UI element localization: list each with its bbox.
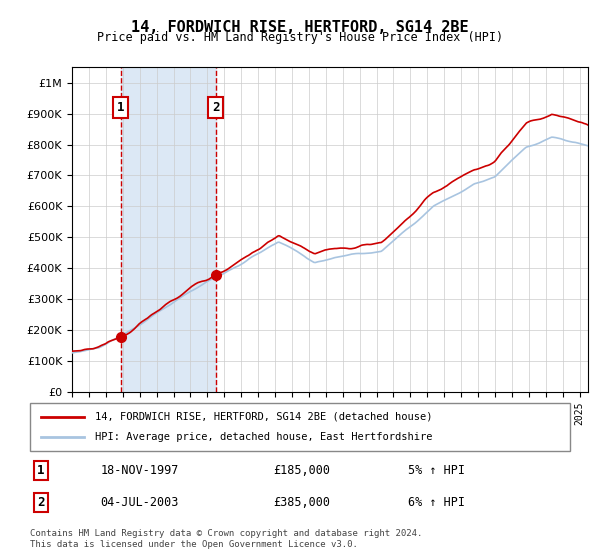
Text: 6% ↑ HPI: 6% ↑ HPI (408, 496, 465, 509)
Text: 04-JUL-2003: 04-JUL-2003 (100, 496, 179, 509)
Text: 14, FORDWICH RISE, HERTFORD, SG14 2BE (detached house): 14, FORDWICH RISE, HERTFORD, SG14 2BE (d… (95, 412, 432, 422)
Text: £385,000: £385,000 (273, 496, 330, 509)
Text: Contains HM Land Registry data © Crown copyright and database right 2024.
This d: Contains HM Land Registry data © Crown c… (30, 529, 422, 549)
Text: 14, FORDWICH RISE, HERTFORD, SG14 2BE: 14, FORDWICH RISE, HERTFORD, SG14 2BE (131, 20, 469, 35)
Text: 1: 1 (37, 464, 44, 477)
Text: 18-NOV-1997: 18-NOV-1997 (100, 464, 179, 477)
Text: 2: 2 (212, 101, 220, 114)
Text: 2: 2 (37, 496, 44, 509)
Text: 5% ↑ HPI: 5% ↑ HPI (408, 464, 465, 477)
Bar (121, 67, 216, 392)
Text: Price paid vs. HM Land Registry's House Price Index (HPI): Price paid vs. HM Land Registry's House … (97, 31, 503, 44)
Text: 1: 1 (117, 101, 124, 114)
Text: HPI: Average price, detached house, East Hertfordshire: HPI: Average price, detached house, East… (95, 432, 432, 442)
Text: £185,000: £185,000 (273, 464, 330, 477)
